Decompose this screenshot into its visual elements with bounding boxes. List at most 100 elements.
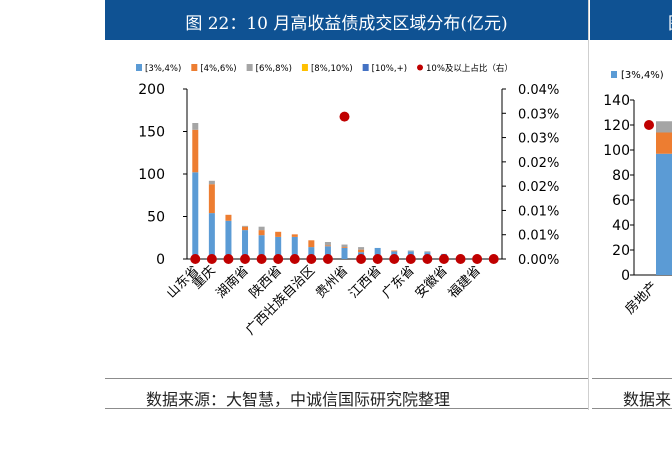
left-tick-label: 150 (138, 125, 165, 141)
x-tick-label: 福建省 (446, 263, 484, 301)
right-tick-label: 0.01% (518, 229, 559, 244)
left-tick-label: 0 (156, 252, 165, 268)
main-bottom-rule (105, 408, 588, 409)
side-bar-s1 (656, 132, 672, 154)
ratio-dot-17 (472, 254, 483, 264)
main-bars (192, 123, 497, 259)
ratio-dot-14 (422, 254, 433, 264)
bar-4-s1 (258, 230, 265, 236)
bar-1-s1 (208, 184, 215, 214)
ratio-dot-12 (389, 254, 400, 264)
ratio-dot-16 (455, 254, 466, 264)
legend-label-0: [3%,4%) (145, 64, 181, 74)
right-tick-label: 0.03% (518, 107, 559, 122)
ratio-dot-6 (289, 254, 300, 264)
side-bottom-rule (592, 408, 672, 409)
bar-3-s2 (242, 225, 249, 227)
bar-1-s0 (208, 213, 215, 259)
side-source-note: 数据来 (623, 390, 672, 409)
left-tick-label: 100 (138, 167, 165, 183)
side-legend-label: [3%,4%) (621, 70, 664, 81)
ratio-dot-1 (206, 254, 217, 264)
bar-6-s1 (291, 234, 298, 237)
right-tick-label: 0.02% (518, 180, 559, 195)
bar-6-s0 (291, 236, 298, 259)
side-tick-label: 100 (603, 143, 630, 159)
x-tick-label: 安徽省 (413, 263, 451, 301)
side-legend: [3%,4%) (611, 70, 664, 81)
bar-2-s1 (225, 214, 232, 221)
bar-8-s1 (324, 245, 331, 247)
main-chart: [3%,4%) [4%,6%) [6%,8%) [8%,10%) [10%,+) 10%及… (136, 63, 559, 338)
bar-0-s2 (192, 123, 199, 130)
side-bar-s0 (656, 153, 672, 275)
ratio-dot-9 (339, 111, 350, 122)
side-bar-s2 (656, 121, 672, 133)
bar-7-s1 (308, 240, 315, 248)
bar-9-s2 (341, 244, 348, 248)
bar-0-s0 (192, 172, 199, 259)
ratio-dot-0 (190, 254, 201, 264)
bar-4-s0 (258, 235, 265, 259)
bar-3-s0 (242, 230, 249, 259)
side-tick-label: 0 (621, 268, 630, 284)
ratio-dot-10 (356, 254, 367, 264)
bar-14-s2 (424, 251, 431, 253)
bar-11-s0 (374, 247, 381, 259)
side-tick-label: 80 (612, 168, 630, 184)
legend-swatch-3 (301, 64, 308, 71)
ratio-dot-15 (438, 254, 449, 264)
ratio-dot-11 (372, 254, 383, 264)
left-tick-label: 50 (147, 210, 165, 226)
legend-swatch-4 (362, 64, 369, 71)
legend-label-5: 10%及以上占比（右） (426, 63, 513, 74)
bar-7-s0 (308, 247, 315, 259)
bar-8-s0 (324, 246, 331, 259)
bar-13-s2 (407, 250, 414, 252)
side-x-labels: 房地产 (622, 279, 661, 318)
legend-label-2: [6%,8%) (256, 64, 292, 74)
side-tick-label: 40 (612, 218, 630, 234)
bar-10-s2 (358, 247, 365, 250)
right-tick-label: 0.01% (518, 204, 559, 219)
legend-label-1: [4%,6%) (200, 64, 236, 74)
main-source-note: 数据来源：大智慧，中诚信国际研究院整理 (146, 390, 451, 409)
bar-1-s2 (208, 180, 215, 185)
x-tick-label: 贵州省 (313, 263, 351, 301)
side-x-tick-label: 房地产 (622, 279, 661, 318)
main-dots (190, 111, 499, 264)
side-ratio-dot (644, 120, 654, 130)
bar-2-s0 (225, 220, 232, 259)
bar-5-s0 (275, 236, 282, 259)
side-source-rule (592, 378, 672, 379)
main-legend: [3%,4%) [4%,6%) [6%,8%) [8%,10%) [10%,+) 10%及… (136, 63, 513, 74)
ratio-dot-4 (256, 254, 267, 264)
right-tick-label: 0.02% (518, 156, 559, 171)
main-title-banner: 图 22：10 月高收益债成交区域分布(亿元) (105, 0, 588, 40)
main-axes: 0 50 100 150 200 0.00% 0.01% 0.01% 0.02% 0.02% 0.0… (138, 82, 559, 268)
side-legend-swatch (611, 71, 617, 78)
side-tick-label: 60 (612, 193, 630, 209)
right-tick-label: 0.03% (518, 132, 559, 147)
side-bars (644, 120, 672, 275)
main-chart-title: 图 22：10 月高收益债成交区域分布(亿元) (185, 14, 508, 34)
x-tick-label: 江西省 (346, 263, 384, 301)
ratio-dot-2 (223, 254, 234, 264)
legend-marker-5 (417, 64, 424, 71)
ratio-dot-18 (488, 254, 499, 264)
bar-10-s1 (358, 249, 365, 253)
main-source-rule (105, 378, 588, 379)
side-title-banner: 图 (590, 0, 672, 40)
ratio-dot-13 (405, 254, 416, 264)
ratio-dot-3 (240, 254, 251, 264)
right-tick-label: 0.00% (518, 253, 559, 268)
bar-12-s1 (391, 250, 398, 252)
side-tick-label: 20 (612, 243, 630, 259)
bar-0-s1 (192, 129, 199, 173)
x-tick-label: 广东省 (379, 263, 417, 301)
side-tick-label: 120 (603, 118, 630, 134)
bar-5-s1 (275, 231, 282, 237)
side-chart: [3%,4%) 0 20 40 60 80 100 120 140 房地产 (603, 70, 672, 318)
legend-label-3: [8%,10%) (311, 64, 353, 74)
ratio-dot-7 (306, 254, 317, 264)
